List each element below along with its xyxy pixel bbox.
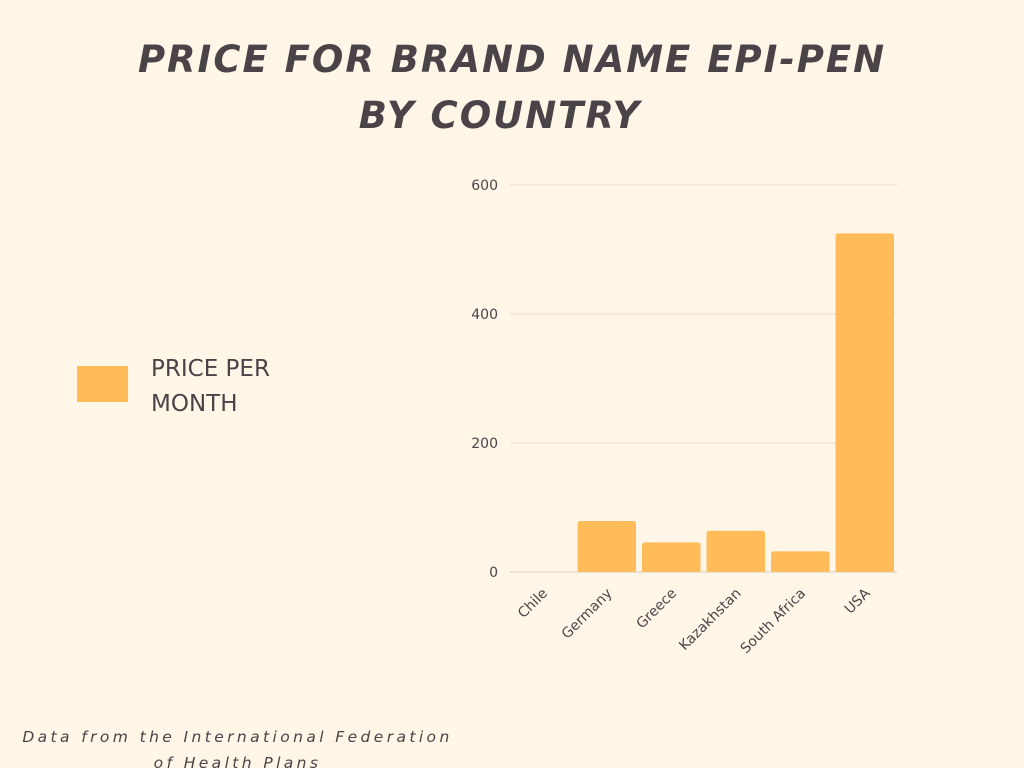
y-tick-label: 600 xyxy=(471,178,498,194)
x-tick-label: USA xyxy=(842,585,874,617)
bar-usa xyxy=(835,233,894,572)
bar-chart: 0 200 400 600 Chile Germany GreeceKazakhstanS… xyxy=(471,178,897,657)
bar-kazakhstan xyxy=(706,530,765,572)
chart-legend: PRICE PER MONTH xyxy=(77,352,377,422)
chart-title: PRICE FOR BRAND NAME EPI-PEN BY COUNTRY xyxy=(0,38,1024,150)
legend-label: PRICE PER MONTH xyxy=(151,352,351,422)
bar-south-africa xyxy=(771,551,830,572)
y-tick-label: 400 xyxy=(471,307,498,323)
y-axis-ticks: 0 200 400 600 xyxy=(471,178,498,581)
x-tick-label: Chile xyxy=(515,586,551,622)
chart-title-line-2: BY COUNTRY xyxy=(358,94,642,137)
x-tick-label: Kazakhstan xyxy=(676,586,744,654)
chart-title-line-1: PRICE FOR BRAND NAME EPI-PEN xyxy=(137,38,887,81)
bar-germany xyxy=(577,521,636,572)
source-note: Data from the International Federation o… xyxy=(0,724,475,768)
source-note-line-1: Data from the International Federation xyxy=(22,728,453,746)
source-note-line-2: of Health Plans xyxy=(153,754,322,768)
x-tick-label: Germany xyxy=(559,586,616,643)
gridlines xyxy=(510,184,897,573)
y-tick-label: 0 xyxy=(489,565,498,581)
y-tick-label: 200 xyxy=(471,436,498,452)
bar-greece xyxy=(642,542,701,572)
x-tick-label: South Africa xyxy=(738,586,809,657)
legend-label-line-1: PRICE PER xyxy=(151,356,270,382)
x-tick-label: Greece xyxy=(634,586,681,633)
legend-swatch xyxy=(77,366,128,402)
bars xyxy=(577,233,894,572)
legend-label-line-2: MONTH xyxy=(151,391,238,417)
